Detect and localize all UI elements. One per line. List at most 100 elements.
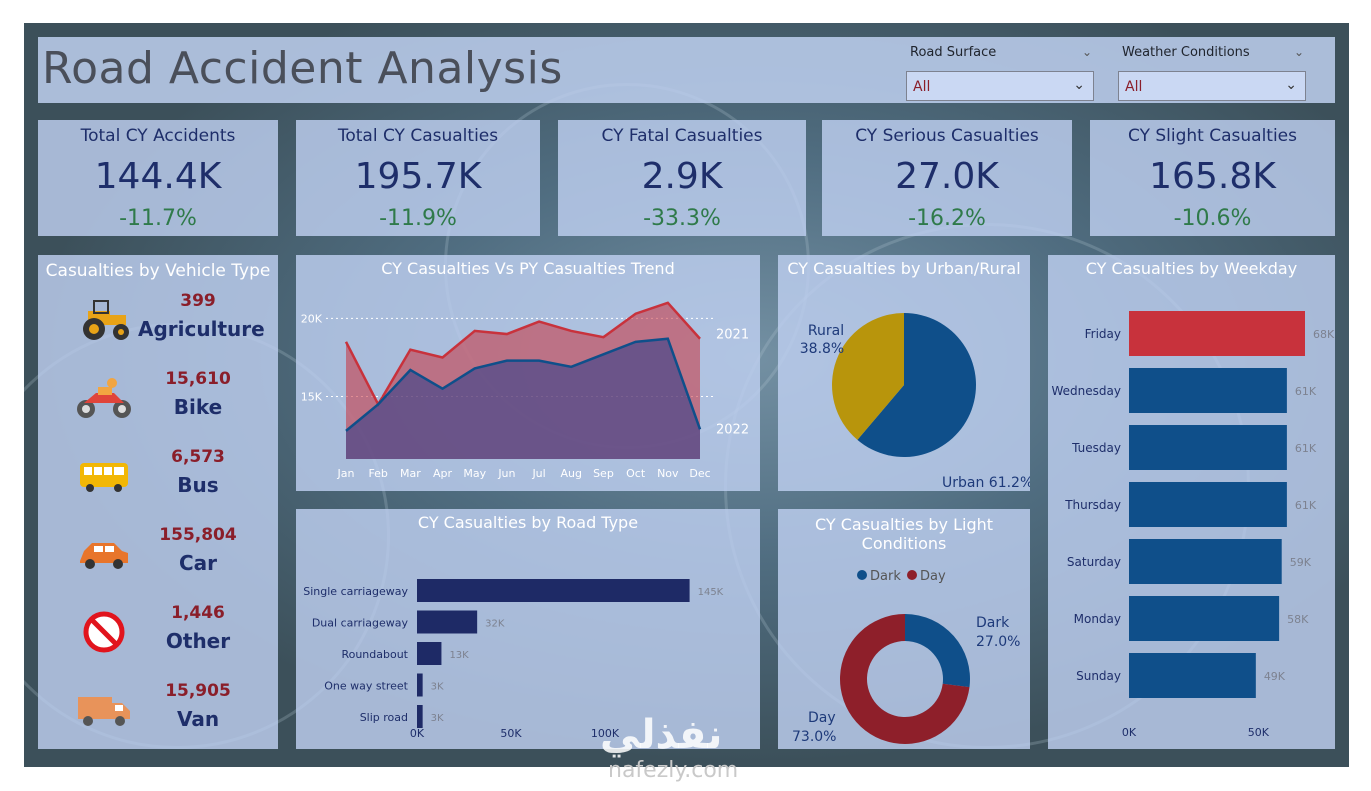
- kpi-value: 195.7K: [354, 156, 482, 197]
- chart-title: CY Casualties by Urban/Rural: [787, 259, 1021, 278]
- car-icon: [80, 543, 128, 569]
- bar-value-label: 3K: [431, 713, 444, 724]
- chart-title: CY Casualties by Road Type: [417, 513, 639, 532]
- vehicle-count: 15,905: [165, 681, 231, 701]
- bar: [1129, 425, 1287, 470]
- vehicle-item-bike[interactable]: 15,610 Bike: [38, 363, 278, 433]
- chart-title: CY Casualties by Light Conditions: [814, 515, 994, 553]
- category-label: Slip road: [360, 711, 408, 724]
- donut-slice: [905, 614, 970, 688]
- x-tick-label: Feb: [368, 467, 387, 480]
- x-tick-label: 100K: [591, 727, 620, 740]
- vehicle-name: Other: [165, 629, 231, 653]
- weekday-panel: CY Casualties by Weekday Friday 68K Wednes…: [1048, 255, 1335, 749]
- category-label: Thursday: [1064, 498, 1121, 512]
- road-surface-dropdown[interactable]: All ⌄: [906, 71, 1094, 101]
- light-conditions-donut: Dark Day Dark 27.0% Day 73.0%: [792, 569, 1020, 745]
- vehicle-item-car[interactable]: 155,804 Car: [38, 519, 278, 589]
- bar-value-label: 49K: [1264, 670, 1286, 683]
- watermark-url: nafezly.com: [608, 758, 739, 783]
- category-label: Saturday: [1067, 555, 1121, 569]
- category-label: One way street: [324, 680, 408, 693]
- trend-chart-panel: CY Casualties Vs PY Casualties Trend 15K…: [296, 255, 760, 491]
- vehicle-item-bus[interactable]: 6,573 Bus: [38, 441, 278, 511]
- series-line: [344, 301, 701, 407]
- y-tick-label: 15K: [301, 391, 323, 404]
- category-label: Monday: [1074, 612, 1121, 626]
- chart-title: CY Casualties Vs PY Casualties Trend: [381, 259, 675, 278]
- bar: [1129, 596, 1280, 641]
- bar-value-label: 13K: [449, 650, 469, 661]
- vehicle-panel-title: Casualties by Vehicle Type: [45, 261, 271, 281]
- bar: [1129, 539, 1282, 584]
- slice-label: Rural: [808, 323, 844, 339]
- x-tick-label: 0K: [410, 727, 425, 740]
- chevron-down-icon[interactable]: ⌄: [1081, 45, 1092, 59]
- slice-value-label: 27.0%: [976, 634, 1020, 650]
- x-tick-label: Dec: [689, 467, 710, 480]
- x-tick-label: Jun: [497, 467, 515, 480]
- vehicle-type-panel: Casualties by Vehicle Type 399 Agricultu…: [38, 255, 278, 749]
- y-tick-label: 20K: [301, 312, 323, 325]
- legend-marker: [907, 570, 917, 580]
- kpi-change: -11.9%: [379, 206, 457, 231]
- kpi-title: Total CY Casualties: [337, 126, 499, 146]
- road-surface-value: All: [913, 79, 931, 95]
- chevron-down-icon[interactable]: ⌄: [1285, 77, 1297, 93]
- category-label: Tuesday: [1071, 441, 1121, 455]
- kpi-title: Total CY Accidents: [80, 126, 236, 146]
- x-tick-label: Oct: [626, 467, 646, 480]
- weather-conditions-dropdown[interactable]: All ⌄: [1118, 71, 1306, 101]
- road-type-bar-chart: Single carriageway 145K Dual carriageway 32…: [303, 579, 724, 740]
- vehicle-count: 15,610: [165, 369, 231, 389]
- vehicle-item-agriculture[interactable]: 399 Agriculture: [38, 285, 278, 355]
- category-label: Wednesday: [1052, 384, 1121, 398]
- light-conditions-panel: CY Casualties by Light Conditions Dark Da…: [778, 509, 1030, 749]
- slice-label: Dark: [976, 615, 1010, 631]
- x-tick-label: Aug: [561, 467, 582, 480]
- kpi-value: 165.8K: [1149, 156, 1276, 197]
- header-bar: Road Accident Analysis Road Surface ⌄ Al…: [38, 37, 1335, 103]
- x-tick-label: 50K: [500, 727, 522, 740]
- category-label: Friday: [1085, 327, 1121, 341]
- category-label: Dual carriageway: [312, 617, 409, 630]
- bar: [1129, 311, 1305, 356]
- vehicle-item-van[interactable]: 15,905 Van: [38, 675, 278, 745]
- category-label: Single carriageway: [303, 585, 408, 598]
- legend-label: Day: [920, 569, 946, 584]
- bar: [1129, 482, 1287, 527]
- slice-value-label: 73.0%: [792, 729, 836, 745]
- kpi-title: CY Slight Casualties: [1128, 126, 1297, 146]
- chart-title: CY Casualties by Weekday: [1085, 259, 1298, 278]
- kpi-change: -10.6%: [1173, 206, 1252, 231]
- kpi-value: 2.9K: [641, 156, 723, 197]
- road-surface-label: Road Surface: [910, 45, 997, 60]
- vehicle-count: 155,804: [159, 525, 237, 545]
- motorbike-icon: [77, 378, 131, 418]
- vehicle-item-other[interactable]: 1,446 Other: [38, 597, 278, 667]
- kpi-total-accidents: Total CY Accidents 144.4K -11.7%: [38, 120, 278, 236]
- slice-value-label: 38.8%: [800, 341, 844, 357]
- kpi-change: -16.2%: [908, 206, 986, 231]
- bar: [1129, 368, 1287, 413]
- x-tick-label: Apr: [433, 467, 453, 480]
- bar: [1129, 653, 1256, 698]
- chevron-down-icon[interactable]: ⌄: [1293, 45, 1304, 59]
- watermark-logo: نفذلي: [600, 712, 723, 758]
- x-tick-label: Sep: [593, 467, 614, 480]
- x-tick-label: Jan: [337, 467, 355, 480]
- road-type-panel: CY Casualties by Road Type Single carria…: [296, 509, 760, 749]
- x-tick-label: May: [463, 467, 486, 480]
- bar: [417, 642, 442, 665]
- dashboard: Road Accident Analysis Road Surface ⌄ Al…: [24, 23, 1349, 767]
- vehicle-name: Bike: [173, 395, 223, 419]
- donut-slice: [840, 614, 970, 744]
- x-tick-label: Jul: [531, 467, 545, 480]
- x-tick-label: 50K: [1248, 726, 1270, 739]
- chevron-down-icon[interactable]: ⌄: [1073, 77, 1085, 93]
- kpi-slight-casualties: CY Slight Casualties 165.8K -10.6%: [1090, 120, 1335, 236]
- vehicle-name: Car: [178, 551, 218, 575]
- kpi-value: 27.0K: [895, 156, 999, 197]
- pie-slice: [857, 313, 976, 457]
- pie-slice: [832, 313, 904, 440]
